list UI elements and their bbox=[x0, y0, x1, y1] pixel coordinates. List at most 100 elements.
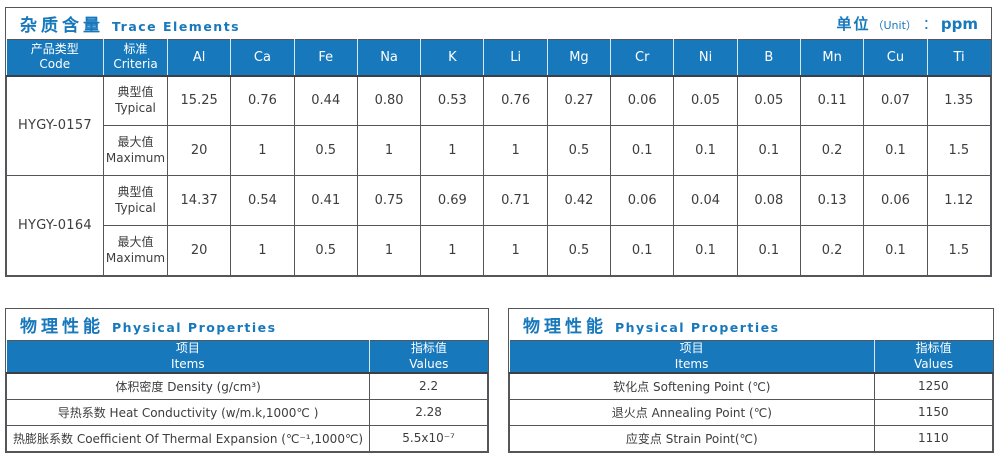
column-header-element: Mg bbox=[547, 39, 612, 77]
value-cell: 0.05 bbox=[736, 75, 801, 126]
value-cell: 0.1 bbox=[610, 225, 675, 276]
value-cell: 1 bbox=[230, 225, 295, 276]
physical-right-table: 项目 Items 指标值 Values 软化点 Softening Point … bbox=[509, 340, 994, 452]
value-cell: 0.05 bbox=[673, 75, 738, 126]
trace-title-en: Trace Elements bbox=[112, 19, 241, 34]
column-header-element: Cu bbox=[863, 39, 928, 77]
value-cell: 1 bbox=[420, 225, 485, 276]
table-row-thermal-expansion: 热膨胀系数 Coefficient Of Thermal Expansion (… bbox=[5, 424, 488, 452]
value-cell: 0.1 bbox=[610, 125, 675, 176]
table-row-density: 体积密度 Density (g/cm³) 2.2 bbox=[5, 372, 488, 400]
criteria-en: Maximum bbox=[105, 150, 166, 165]
property-item-cell: 导热系数 Heat Conductivity (w/m.k,1000℃ ) bbox=[5, 398, 371, 426]
column-header-element: Cr bbox=[610, 39, 675, 77]
trace-title-zh: 杂质含量 bbox=[20, 16, 104, 36]
value-cell: 0.53 bbox=[420, 75, 485, 126]
unit-colon: ： bbox=[922, 17, 937, 33]
value-cell: 1.35 bbox=[926, 75, 992, 126]
items-header-zh: 项目 bbox=[679, 341, 704, 355]
property-value-cell: 1150 bbox=[873, 398, 994, 426]
value-cell: 1 bbox=[356, 125, 422, 176]
value-cell: 0.75 bbox=[356, 175, 422, 226]
column-header-values: 指标值 Values bbox=[874, 340, 993, 375]
value-cell: 0.13 bbox=[799, 175, 865, 226]
column-header-criteria-zh: 标准 bbox=[123, 41, 148, 56]
trace-elements-table: 产品类型 Code 标准 Criteria Al Ca Fe Na K bbox=[6, 39, 992, 276]
column-header-product-zh: 产品类型 bbox=[30, 41, 79, 56]
column-header-element: K bbox=[420, 39, 485, 77]
property-item-cell: 热膨胀系数 Coefficient Of Thermal Expansion (… bbox=[5, 424, 371, 452]
value-cell: 1.12 bbox=[926, 175, 992, 226]
column-header-element: Fe bbox=[294, 39, 358, 77]
column-header-element: Na bbox=[357, 39, 422, 77]
value-cell: 20 bbox=[166, 125, 232, 176]
value-cell: 0.1 bbox=[863, 125, 928, 176]
criteria-zh: 典型值 bbox=[117, 85, 154, 100]
value-cell: 1 bbox=[483, 125, 548, 176]
value-cell: 0.1 bbox=[736, 125, 801, 176]
value-cell: 0.04 bbox=[673, 175, 738, 226]
criteria-cell: 典型值 Typical bbox=[103, 175, 168, 226]
unit-zh: 单位 bbox=[836, 15, 871, 33]
unit-value: ppm bbox=[940, 15, 978, 33]
table-row-softening-point: 软化点 Softening Point (℃) 1250 bbox=[509, 372, 994, 400]
value-cell: 0.11 bbox=[799, 75, 865, 126]
physical-left-title-bar: 物理性能 Physical Properties bbox=[6, 309, 488, 340]
value-cell: 1 bbox=[356, 225, 422, 276]
value-cell: 0.08 bbox=[736, 175, 801, 226]
value-cell: 0.80 bbox=[356, 75, 422, 126]
value-cell: 1.5 bbox=[926, 125, 992, 176]
trace-header-row: 产品类型 Code 标准 Criteria Al Ca Fe Na K bbox=[6, 39, 991, 77]
physical-right-title-en: Physical Properties bbox=[615, 320, 780, 335]
column-header-element: Ca bbox=[230, 39, 295, 77]
column-header-items: 项目 Items bbox=[509, 340, 875, 375]
property-item-cell: 应变点 Strain Point(℃) bbox=[509, 424, 875, 452]
physical-right-title-zh: 物理性能 bbox=[523, 317, 607, 337]
value-cell: 0.5 bbox=[293, 125, 358, 176]
value-cell: 1 bbox=[230, 125, 295, 176]
product-code-cell: HYGY-0157 bbox=[6, 75, 104, 176]
unit-en: （Unit） bbox=[872, 19, 917, 32]
value-cell: 0.1 bbox=[736, 225, 801, 276]
value-cell: 0.76 bbox=[230, 75, 295, 126]
value-cell: 14.37 bbox=[166, 175, 232, 226]
column-header-criteria-en: Criteria bbox=[113, 57, 158, 72]
values-header-zh: 指标值 bbox=[410, 341, 447, 355]
values-header-zh: 指标值 bbox=[915, 341, 952, 355]
value-cell: 0.71 bbox=[483, 175, 548, 226]
value-cell: 0.2 bbox=[799, 225, 865, 276]
table-row-hygy0157-typical: HYGY-0157 典型值 Typical 15.25 0.76 0.44 0.… bbox=[6, 75, 992, 176]
value-cell: 0.76 bbox=[483, 75, 548, 126]
physical-left-title: 物理性能 Physical Properties bbox=[20, 312, 277, 337]
items-header-zh: 项目 bbox=[175, 341, 200, 355]
criteria-zh: 最大值 bbox=[117, 134, 154, 149]
items-header-en: Items bbox=[171, 356, 205, 371]
value-cell: 1 bbox=[420, 125, 485, 176]
criteria-zh: 最大值 bbox=[117, 234, 154, 249]
product-code-cell: HYGY-0164 bbox=[6, 175, 104, 276]
table-row-hygy0157-maximum: 最大值 Maximum 20 1 0.5 1 1 1 0.5 0.1 0.1 0… bbox=[7, 125, 992, 176]
values-header-en: Values bbox=[409, 356, 449, 371]
criteria-en: Typical bbox=[115, 100, 156, 115]
criteria-cell: 最大值 Maximum bbox=[103, 225, 168, 276]
trace-elements-panel: 杂质含量 Trace Elements 单位 （Unit） ： ppm 产品类型 bbox=[5, 7, 992, 277]
value-cell: 0.5 bbox=[546, 225, 612, 276]
table-row-hygy0164-maximum: 最大值 Maximum 20 1 0.5 1 1 1 0.5 0.1 0.1 0… bbox=[7, 225, 992, 276]
trace-elements-title: 杂质含量 Trace Elements bbox=[20, 11, 240, 36]
value-cell: 0.06 bbox=[610, 175, 675, 226]
column-header-element: Ti bbox=[927, 39, 991, 77]
property-value-cell: 1250 bbox=[873, 372, 994, 400]
column-header-element: B bbox=[737, 39, 801, 77]
column-header-element: Ni bbox=[673, 39, 738, 77]
value-cell: 0.42 bbox=[546, 175, 612, 226]
physical-left-header-row: 项目 Items 指标值 Values bbox=[6, 340, 488, 375]
value-cell: 0.69 bbox=[420, 175, 485, 226]
property-value-cell: 2.28 bbox=[369, 398, 488, 426]
value-cell: 0.54 bbox=[230, 175, 295, 226]
property-value-cell: 1110 bbox=[873, 424, 994, 452]
property-item-cell: 软化点 Softening Point (℃) bbox=[509, 372, 875, 400]
physical-right-title-bar: 物理性能 Physical Properties bbox=[509, 309, 993, 340]
unit-label: 单位 （Unit） ： ppm bbox=[836, 13, 978, 34]
value-cell: 1.5 bbox=[926, 225, 992, 276]
physical-properties-left-panel: 物理性能 Physical Properties 项目 Items 指标值 bbox=[5, 308, 489, 453]
